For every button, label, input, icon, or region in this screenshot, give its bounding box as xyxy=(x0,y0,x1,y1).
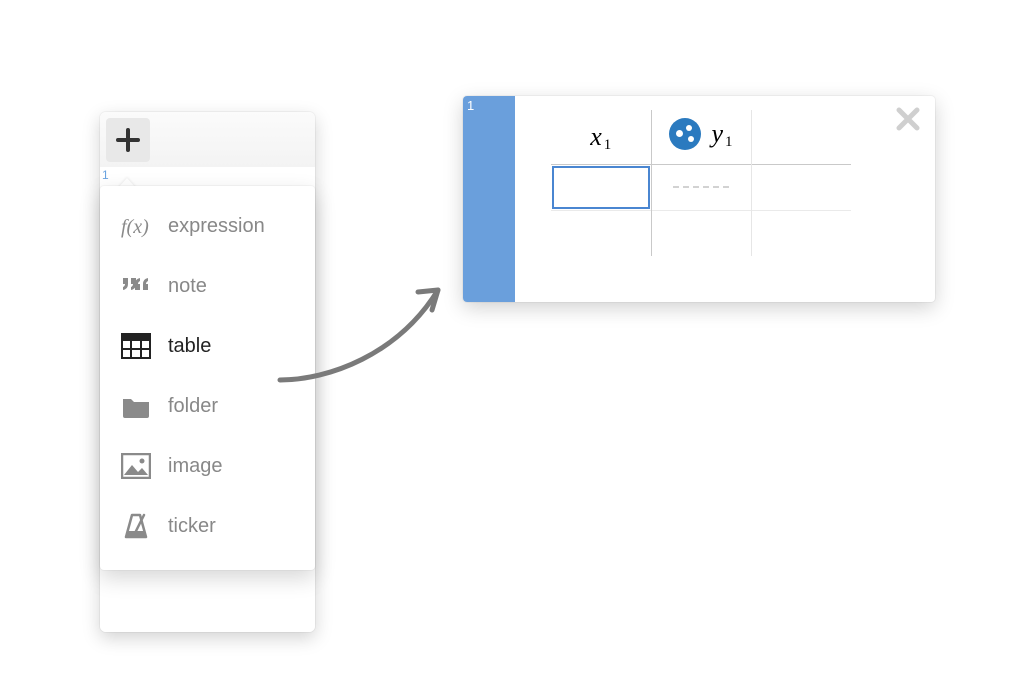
table-cell[interactable] xyxy=(651,164,751,210)
menu-label: ticker xyxy=(168,515,295,538)
menu-label: table xyxy=(168,335,295,358)
column-sub: 1 xyxy=(725,134,733,151)
table-cell[interactable] xyxy=(551,210,651,256)
plus-icon xyxy=(115,127,141,153)
menu-item-ticker[interactable]: ticker xyxy=(100,496,315,556)
menu-item-folder[interactable]: folder xyxy=(100,376,315,436)
svg-text:f(x): f(x) xyxy=(121,216,149,238)
menu-item-image[interactable]: image xyxy=(100,436,315,496)
column-header-x[interactable]: x1 xyxy=(551,110,651,164)
add-column-cell[interactable] xyxy=(751,110,851,164)
expression-index: 1 xyxy=(467,98,474,113)
menu-label: expression xyxy=(168,215,295,238)
table-icon xyxy=(120,330,152,362)
close-icon xyxy=(895,106,921,132)
expression-gutter[interactable]: 1 xyxy=(463,96,515,302)
table-expression-panel: 1 x1 y1 xyxy=(463,96,935,302)
menu-item-expression[interactable]: f(x) expression xyxy=(100,196,315,256)
data-table: x1 y1 xyxy=(551,110,851,256)
table-cell[interactable] xyxy=(751,210,851,256)
menu-item-note[interactable]: note xyxy=(100,256,315,316)
table-cell[interactable] xyxy=(751,164,851,210)
image-icon xyxy=(120,450,152,482)
function-icon: f(x) xyxy=(120,210,152,242)
active-cell-outline xyxy=(552,166,650,209)
menu-label: folder xyxy=(168,395,295,418)
add-button[interactable] xyxy=(106,118,150,162)
expression-index: 1 xyxy=(102,168,109,182)
menu-label: note xyxy=(168,275,295,298)
series-marker-icon[interactable] xyxy=(669,118,701,150)
metronome-icon xyxy=(120,510,152,542)
column-var: y xyxy=(711,119,723,149)
delete-expression-button[interactable] xyxy=(895,106,921,132)
column-var: x xyxy=(590,122,602,152)
folder-icon xyxy=(120,390,152,422)
add-menu-dropdown: f(x) expression note xyxy=(100,186,315,570)
menu-item-table[interactable]: table xyxy=(100,316,315,376)
table-cell[interactable] xyxy=(551,164,651,210)
quotes-icon xyxy=(120,270,152,302)
placeholder-icon xyxy=(673,186,729,188)
menu-label: image xyxy=(168,455,295,478)
column-sub: 1 xyxy=(604,137,612,154)
table-cell[interactable] xyxy=(651,210,751,256)
add-expression-panel: 1 f(x) expression note xyxy=(100,112,315,632)
column-header-y[interactable]: y1 xyxy=(651,110,751,164)
